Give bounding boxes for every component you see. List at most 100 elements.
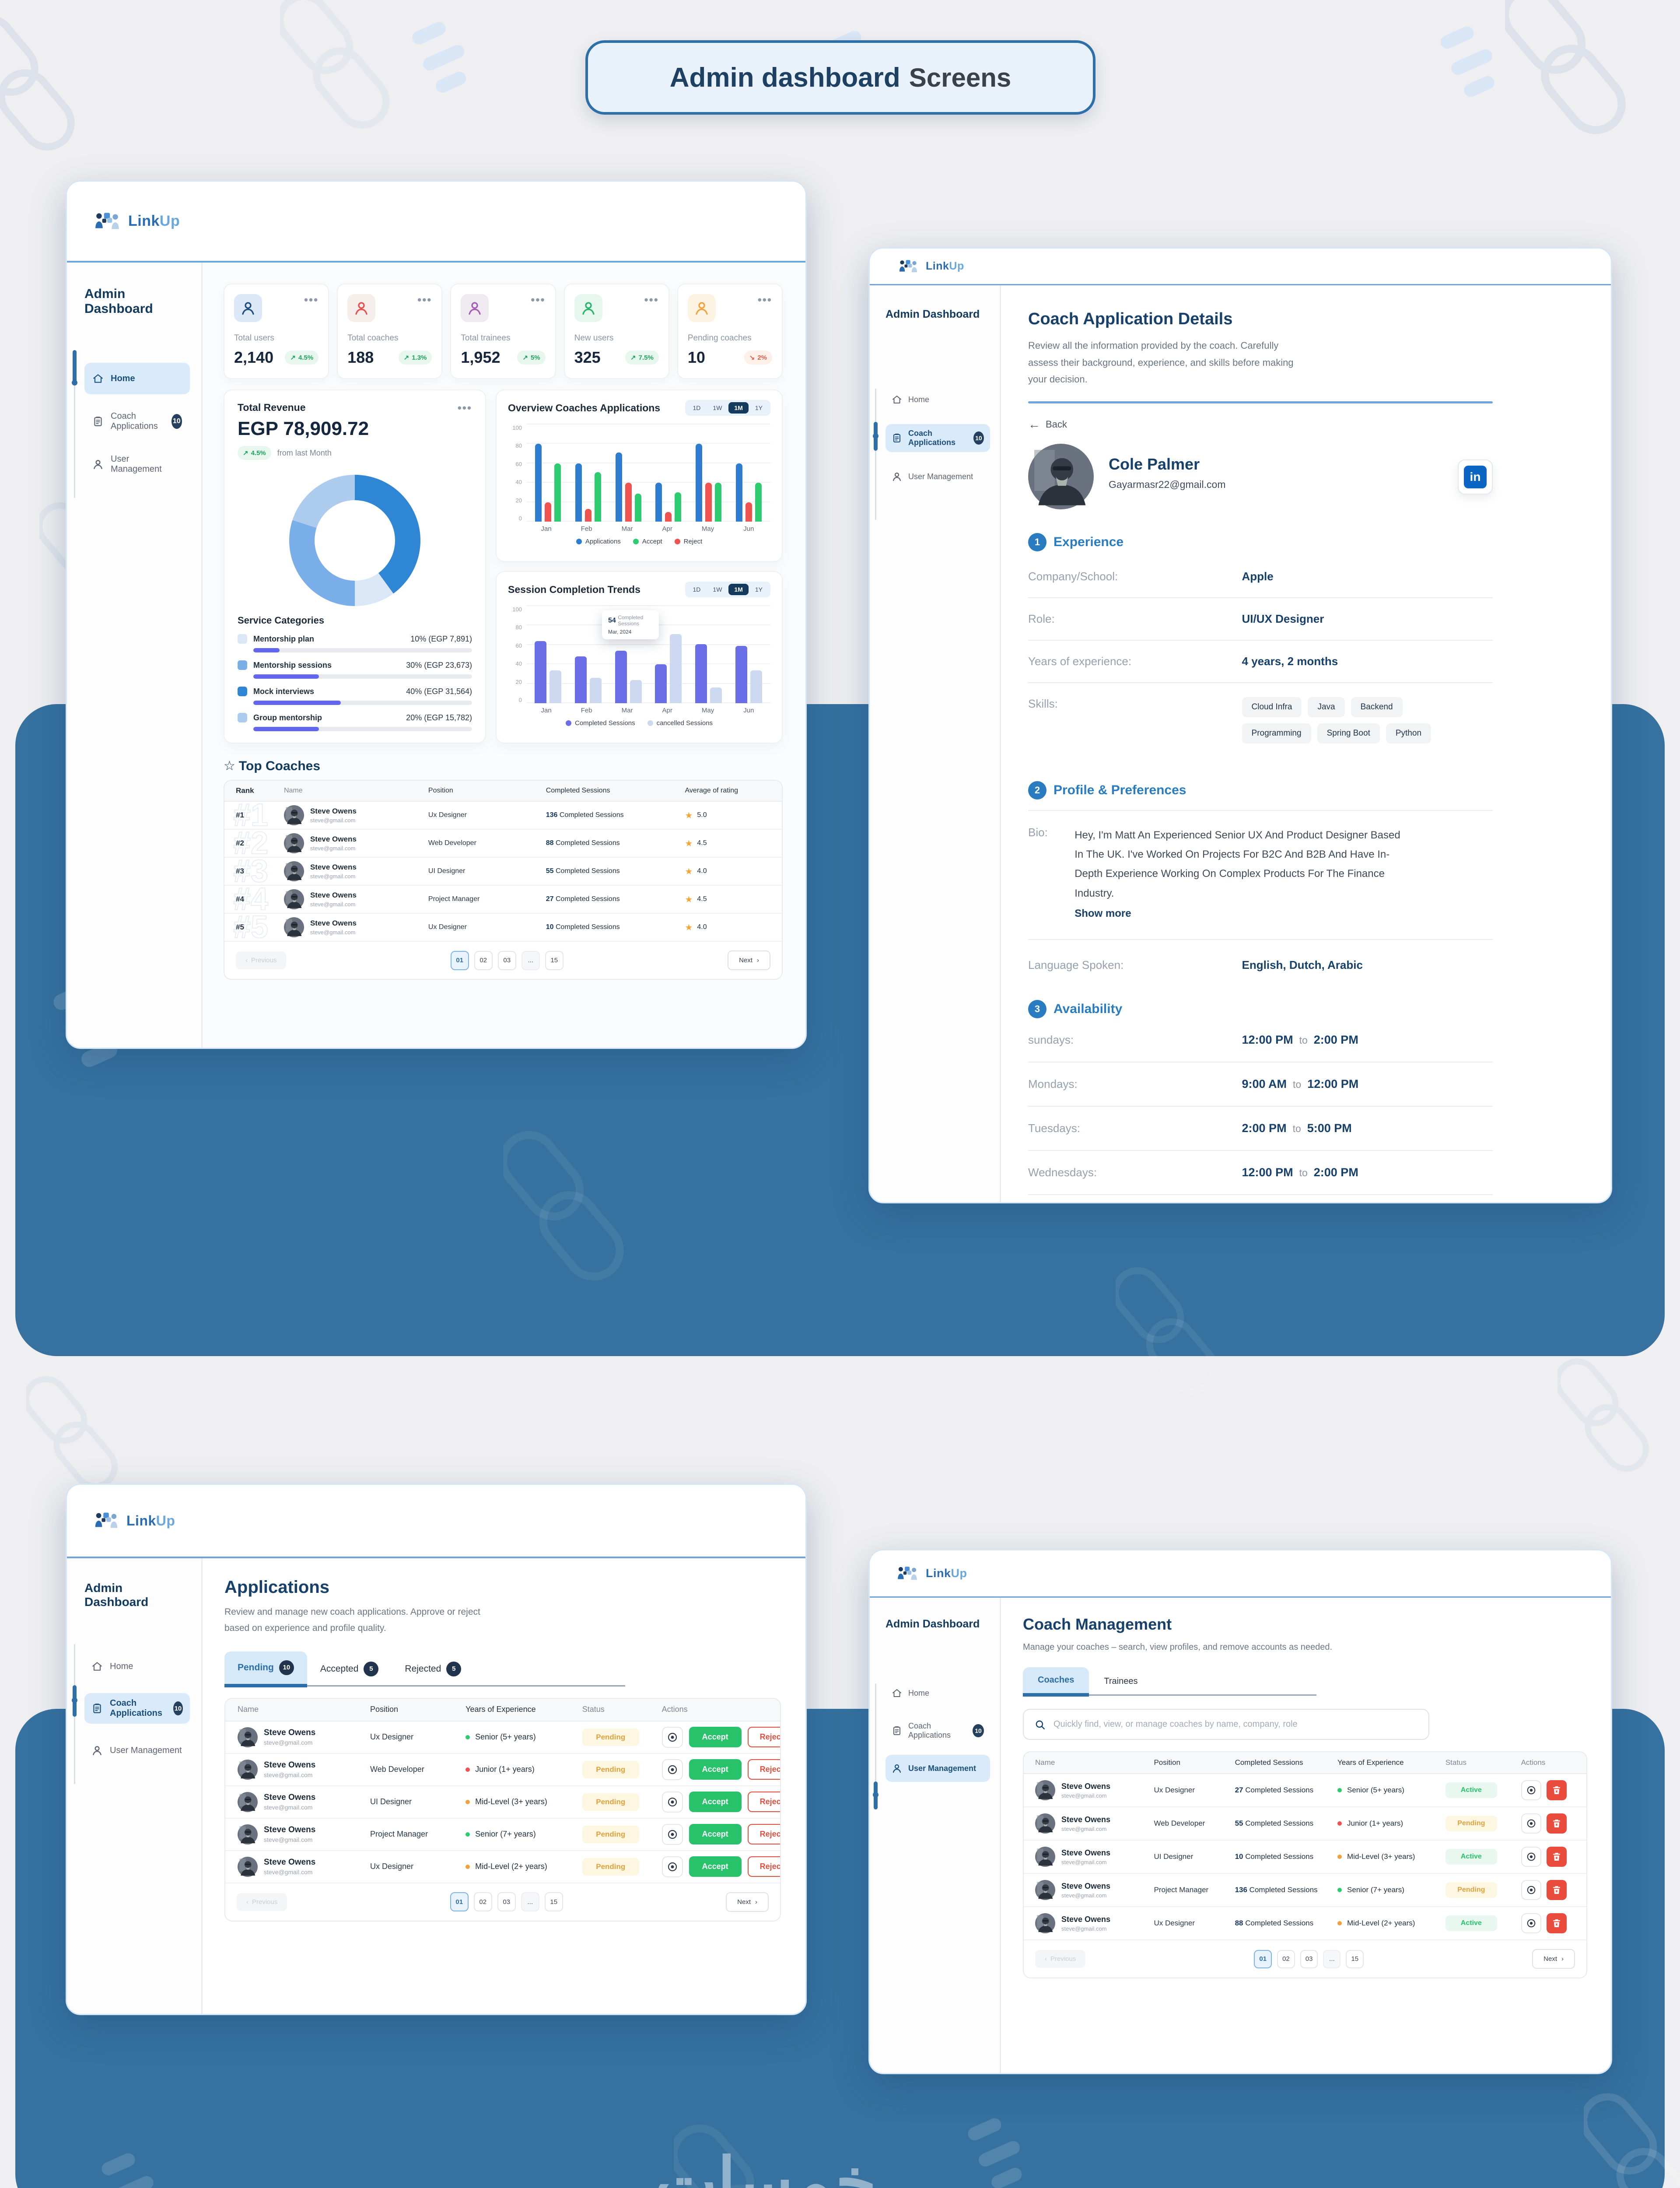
view-button[interactable] (1521, 1913, 1541, 1933)
time-filter-option[interactable]: 1D (693, 586, 701, 593)
delete-button[interactable] (1546, 1780, 1567, 1800)
sidebar-item-home[interactable]: Home (886, 1680, 990, 1707)
sidebar-item-coach-applications[interactable]: Coach Applications 10 (84, 1693, 190, 1724)
view-button[interactable] (662, 1726, 683, 1748)
time-filter-option[interactable]: 1W (713, 404, 722, 411)
table-row[interactable]: #5 #5 Steve Owens steve@gmail.com (224, 909, 782, 945)
time-filter-option[interactable]: 1Y (755, 586, 763, 593)
table-row[interactable]: Steve Owens steve@gmail.com Ux Designer … (1024, 1774, 1586, 1807)
page-button[interactable]: 15 (1346, 1950, 1364, 1968)
tab-trainees[interactable]: Trainees (1104, 1676, 1138, 1686)
page-button[interactable]: 02 (1277, 1950, 1295, 1968)
sidebar-item-coach-applications[interactable]: Coach Applications 10 (886, 1717, 990, 1744)
pagination-previous[interactable]: ‹ Previous (236, 951, 287, 969)
view-button[interactable] (1521, 1813, 1541, 1834)
page-button[interactable]: 15 (545, 950, 564, 970)
time-filter-option[interactable]: 1D (693, 404, 701, 411)
show-more-link[interactable]: Show more (1074, 908, 1131, 920)
table-row[interactable]: Steve Owens steve@gmail.com UI Designer … (225, 1786, 780, 1819)
table-row[interactable]: #2 #2 Steve Owens steve@gmail.com (224, 825, 782, 861)
page-button[interactable]: 02 (473, 1892, 492, 1911)
accept-button[interactable]: Accept (689, 1824, 742, 1844)
more-options-icon[interactable]: ••• (457, 401, 472, 414)
search-input[interactable] (1054, 1711, 1418, 1737)
linkedin-icon: in (1464, 465, 1487, 488)
pagination-previous[interactable]: ‹ Previous (1035, 1950, 1086, 1968)
page-button[interactable]: 01 (450, 1892, 469, 1911)
time-filter-option[interactable]: 1M (728, 402, 749, 414)
sidebar-item-user-management[interactable]: User Management (886, 1755, 990, 1782)
page-button[interactable]: ... (521, 1892, 539, 1911)
reject-button[interactable]: Reject (747, 1824, 780, 1844)
accept-button[interactable]: Accept (689, 1727, 742, 1747)
reject-button[interactable]: Reject (747, 1727, 780, 1747)
tab-accepted[interactable]: Accepted 5 (307, 1653, 392, 1685)
page-button[interactable]: 03 (497, 1892, 516, 1911)
accept-button[interactable]: Accept (689, 1759, 742, 1780)
linkedin-button[interactable]: in (1458, 459, 1493, 494)
sidebar-item-coach-applications[interactable]: Coach Applications 10 (886, 424, 990, 452)
page-button[interactable]: 02 (474, 950, 493, 970)
sidebar-item-user-management[interactable]: User Management (84, 449, 190, 480)
table-row[interactable]: Steve Owens steve@gmail.com Web Develope… (1024, 1807, 1586, 1841)
linkup-logo-icon (898, 1566, 917, 1580)
more-options-icon[interactable]: ••• (757, 293, 773, 306)
page-button[interactable]: 15 (544, 1892, 563, 1911)
reject-button[interactable]: Reject (747, 1792, 780, 1812)
table-row[interactable]: #4 #4 Steve Owens steve@gmail.com (224, 881, 782, 917)
time-filter-option[interactable]: 1M (728, 584, 749, 595)
page-button[interactable]: 03 (1300, 1950, 1318, 1968)
accept-button[interactable]: Accept (689, 1792, 742, 1812)
pagination-next[interactable]: Next › (728, 950, 770, 970)
page-button[interactable]: 01 (450, 950, 469, 970)
delete-button[interactable] (1546, 1880, 1567, 1900)
reject-button[interactable]: Reject (747, 1759, 780, 1780)
view-button[interactable] (662, 1759, 683, 1780)
more-options-icon[interactable]: ••• (417, 293, 432, 306)
accept-button[interactable]: Accept (689, 1856, 742, 1877)
page-button[interactable]: ... (1323, 1950, 1341, 1968)
sidebar-item-coach-applications[interactable]: Coach Applications 10 (84, 406, 190, 437)
page-subtitle: Review and manage new coach applications… (224, 1607, 480, 1633)
table-row[interactable]: Steve Owens steve@gmail.com Project Mana… (1024, 1874, 1586, 1907)
table-row[interactable]: Steve Owens steve@gmail.com Ux Designer … (225, 1721, 780, 1754)
sidebar-item-home[interactable]: Home (886, 386, 990, 414)
delete-button[interactable] (1546, 1913, 1567, 1933)
tab-pending[interactable]: Pending 10 (224, 1651, 307, 1687)
pagination-previous[interactable]: ‹ Previous (237, 1893, 287, 1911)
view-button[interactable] (662, 1791, 683, 1813)
page-button[interactable]: 01 (1254, 1950, 1272, 1968)
more-options-icon[interactable]: ••• (531, 293, 546, 306)
table-row[interactable]: #1 #1 Steve Owens steve@gmail.com (224, 797, 782, 833)
time-filter-option[interactable]: 1W (713, 586, 722, 593)
table-row[interactable]: #3 #3 Steve Owens steve@gmail.com (224, 853, 782, 889)
time-filter-option[interactable]: 1Y (755, 404, 763, 411)
view-button[interactable] (1521, 1847, 1541, 1867)
view-button[interactable] (1521, 1780, 1541, 1800)
tab-coaches[interactable]: Coaches (1023, 1667, 1089, 1697)
table-row[interactable]: Steve Owens steve@gmail.com Ux Designer … (225, 1851, 780, 1883)
table-row[interactable]: Steve Owens steve@gmail.com Project Mana… (225, 1818, 780, 1851)
back-link[interactable]: ← Back (1028, 417, 1067, 431)
page-button[interactable]: ... (521, 950, 540, 970)
more-options-icon[interactable]: ••• (304, 293, 319, 306)
page-button[interactable]: 03 (497, 950, 516, 970)
table-row[interactable]: Steve Owens steve@gmail.com UI Designer … (1024, 1841, 1586, 1874)
tab-rejected[interactable]: Rejected 5 (392, 1653, 474, 1685)
sidebar-item-user-management[interactable]: User Management (84, 1735, 190, 1766)
sidebar-item-user-management[interactable]: User Management (886, 463, 990, 491)
more-options-icon[interactable]: ••• (644, 293, 659, 306)
category-progress-track (253, 727, 472, 731)
delete-button[interactable] (1546, 1813, 1567, 1834)
table-row[interactable]: Steve Owens steve@gmail.com Ux Designer … (1024, 1907, 1586, 1940)
pagination-next[interactable]: Next › (1532, 1949, 1575, 1969)
sidebar-item-home[interactable]: Home (84, 363, 190, 394)
delete-button[interactable] (1546, 1847, 1567, 1867)
view-button[interactable] (1521, 1880, 1541, 1900)
table-row[interactable]: Steve Owens steve@gmail.com Web Develope… (225, 1753, 780, 1786)
pagination-next[interactable]: Next › (726, 1892, 769, 1912)
view-button[interactable] (662, 1856, 683, 1877)
view-button[interactable] (662, 1823, 683, 1845)
sidebar-item-home[interactable]: Home (84, 1651, 190, 1682)
reject-button[interactable]: Reject (747, 1856, 780, 1877)
